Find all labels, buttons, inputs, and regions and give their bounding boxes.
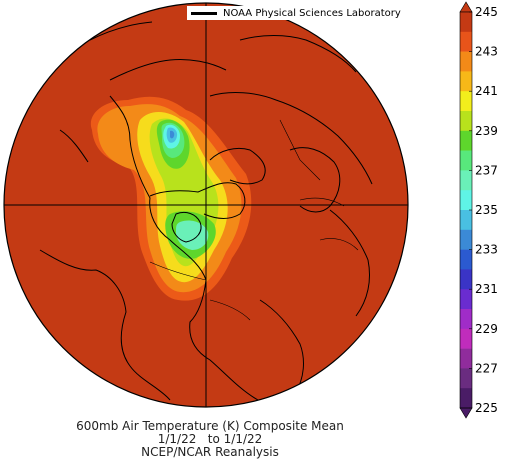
colorbar-segment	[460, 348, 472, 369]
colorbar-tick-label: 243	[475, 45, 498, 59]
colorbar-segment	[460, 150, 472, 171]
colorbar-tick-label: 241	[475, 84, 498, 98]
colorbar-tick-label: 237	[475, 163, 498, 177]
contour-227	[170, 130, 175, 139]
colorbar-segment	[460, 368, 472, 389]
lab-label-text: NOAA Physical Sciences Laboratory	[223, 7, 401, 19]
colorbar-segment	[460, 269, 472, 290]
colorbar-segment	[460, 309, 472, 330]
colorbar-tick-label: 227	[475, 361, 498, 375]
colorbar-segment	[460, 170, 472, 191]
lab-label-box: NOAA Physical Sciences Laboratory	[187, 6, 403, 20]
borders	[149, 119, 359, 321]
colorbar-segment	[460, 111, 472, 132]
colorbar-segment	[460, 289, 472, 310]
map-canvas	[3, 2, 409, 408]
colorbar-segment	[460, 249, 472, 270]
colorbar-tick-label: 235	[475, 203, 498, 217]
colorbar-segment	[460, 31, 472, 52]
colorbar-segment	[460, 190, 472, 211]
colorbar-tick-label: 239	[475, 124, 498, 138]
colorbar-segment	[460, 388, 472, 409]
colorbar-segment	[460, 210, 472, 231]
date-range: 1/1/22 to 1/1/22	[157, 432, 263, 446]
colorbar-tick-label: 225	[475, 401, 498, 415]
colorbar-arrow-top	[459, 1, 473, 13]
contour-233b	[176, 220, 209, 250]
map-boundary	[3, 2, 409, 408]
colorbar-segment	[460, 51, 472, 72]
coastlines	[39, 21, 373, 401]
lab-label-line	[191, 11, 217, 15]
colorbar-segment	[460, 12, 472, 33]
colorbar-tick-label: 229	[475, 322, 498, 336]
caption: 600mb Air Temperature (K) Composite Mean…	[0, 420, 420, 459]
colorbar-segment	[460, 328, 472, 349]
colorbar-segment	[460, 91, 472, 112]
map-title: 600mb Air Temperature (K) Composite Mean	[76, 419, 344, 433]
colorbar-segment	[460, 229, 472, 250]
colorbar: 245 243 241 239 237 235 233 231 229 227 225	[459, 1, 498, 419]
colorbar-tick-label: 245	[475, 5, 498, 19]
polar-map: NOAA Physical Sciences Laboratory	[3, 2, 409, 408]
colorbar-tick-label: 231	[475, 282, 498, 296]
colorbar-segment	[460, 71, 472, 92]
colorbar-tick-label: 233	[475, 243, 498, 257]
colorbar-arrow-bottom	[459, 407, 473, 419]
colorbar-segment	[460, 130, 472, 151]
source-label: NCEP/NCAR Reanalysis	[141, 445, 279, 459]
